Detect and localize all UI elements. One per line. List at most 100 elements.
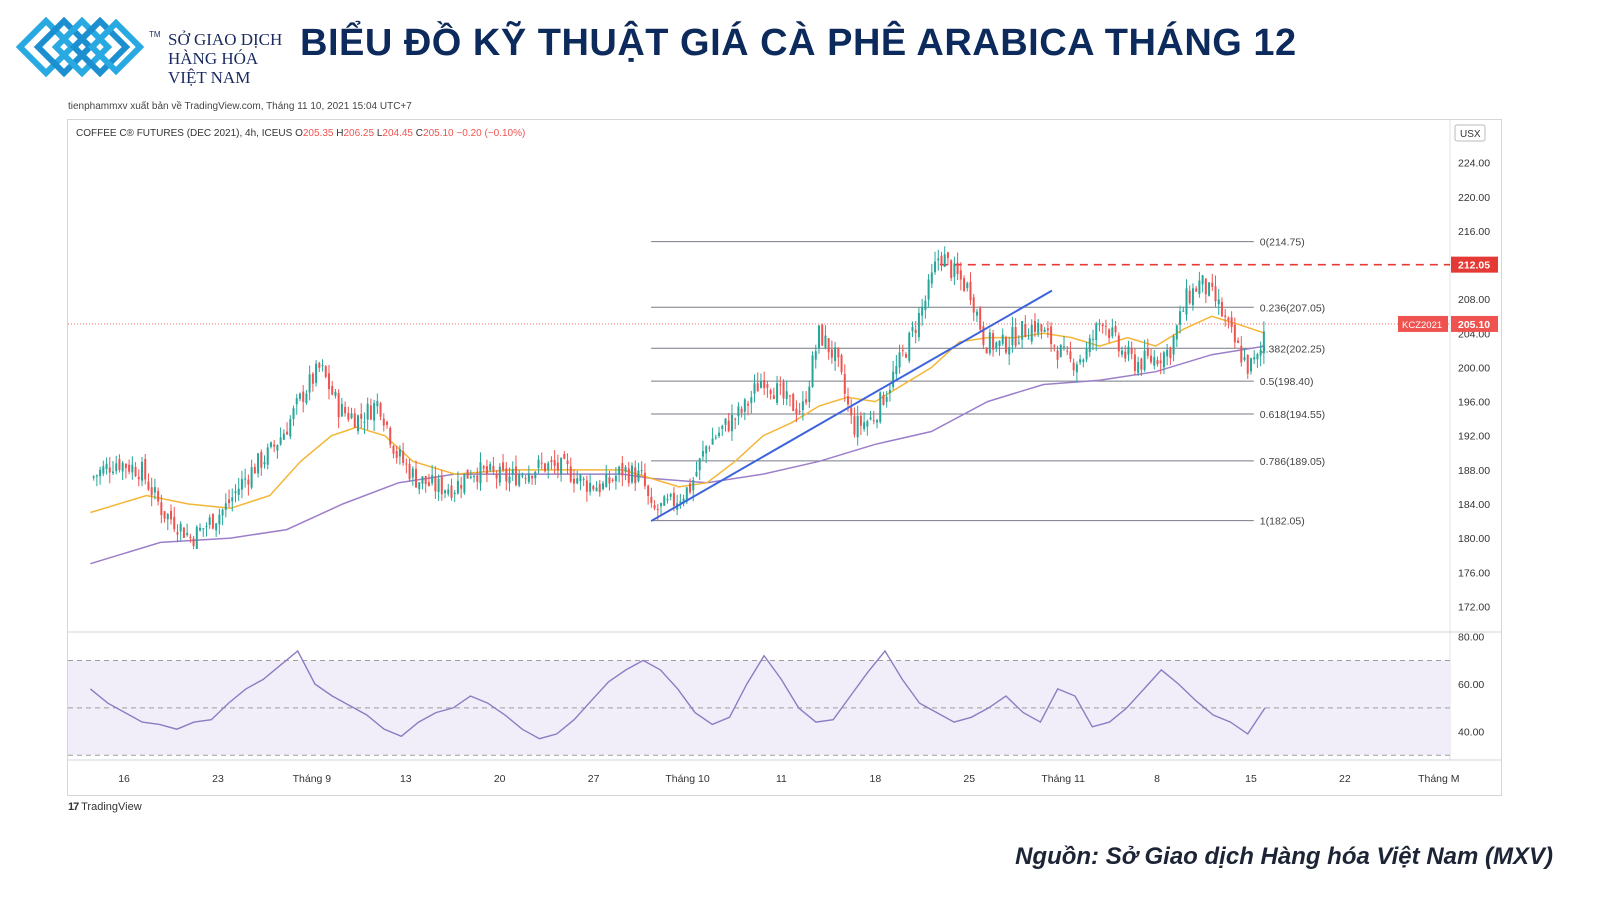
candle-body <box>595 487 598 492</box>
candle-body <box>431 475 434 484</box>
candle-body <box>1095 323 1098 340</box>
price-chart[interactable]: 0(214.75) 0.236(207.05) 0.382(202.25) 0.5(1… <box>68 120 1501 795</box>
candle-body <box>518 474 521 486</box>
candle-body <box>966 282 969 289</box>
candle-body <box>192 538 195 546</box>
fib-level-label: 0.618(194.55) <box>1260 409 1325 421</box>
candle-body <box>1240 345 1243 363</box>
candle-body <box>453 492 456 495</box>
rsi-band-fill <box>68 660 1450 756</box>
candle-body <box>1150 355 1153 363</box>
candle-body <box>1159 360 1162 364</box>
candle-body <box>1117 335 1120 352</box>
candle-body <box>734 418 737 420</box>
x-tick-label: Tháng 10 <box>665 773 710 785</box>
candle-body <box>115 463 118 472</box>
candle-body <box>1198 280 1201 294</box>
symbol-tag-label: KCZ2021 <box>1402 320 1442 331</box>
candle-body <box>505 468 508 482</box>
candle-body <box>186 533 189 536</box>
fib-level-label: 0(214.75) <box>1260 237 1305 249</box>
candle-body <box>440 476 443 495</box>
candle-body <box>705 446 708 454</box>
x-tick-label: 13 <box>400 773 412 785</box>
currency-label: USX <box>1460 129 1481 140</box>
candle-body <box>353 413 356 428</box>
candle-body <box>708 447 711 449</box>
candle-body <box>924 300 927 311</box>
candle-body <box>1220 301 1223 317</box>
support-trendline <box>650 289 1053 522</box>
candle-body <box>901 350 904 352</box>
tradingview-brand: 17 TradingView <box>68 801 142 813</box>
symbol-tag <box>1398 315 1448 332</box>
candle-body <box>1062 346 1065 348</box>
candle-body <box>653 505 656 509</box>
candle-body <box>489 464 492 471</box>
candle-body <box>701 450 704 457</box>
candle-body <box>540 462 543 464</box>
candle-body <box>727 420 730 432</box>
legend-symbol: COFFEE C® FUTURES (DEC 2021), 4h, ICEUS <box>76 128 295 139</box>
candle-body <box>1075 364 1078 373</box>
candle-body <box>437 478 440 493</box>
candle-body <box>321 365 324 367</box>
candle-body <box>282 433 285 440</box>
candle-body <box>801 401 804 410</box>
candle-body <box>408 463 411 480</box>
candle-body <box>1046 328 1049 331</box>
x-tick-label: 20 <box>494 773 506 785</box>
candle-body <box>466 469 469 479</box>
candle-body <box>273 444 276 447</box>
candle-body <box>863 422 866 429</box>
candle-body <box>302 391 305 402</box>
candle-body <box>1211 282 1214 287</box>
candle-body <box>334 391 337 396</box>
candle-body <box>917 312 920 338</box>
candle-body <box>128 464 131 472</box>
logo-line-2: HÀNG HÓA <box>168 49 259 68</box>
candle-body <box>721 425 724 429</box>
candle-body <box>711 438 714 445</box>
candle-body <box>643 472 646 487</box>
candle-body <box>611 479 614 481</box>
candle-body <box>495 473 498 479</box>
candle-body <box>479 462 482 484</box>
candle-body <box>118 459 121 470</box>
candle-body <box>1098 323 1101 325</box>
candle-body <box>189 536 192 538</box>
candle-body <box>131 464 134 473</box>
candle-body <box>521 475 524 477</box>
candle-body <box>650 496 653 503</box>
candle-body <box>298 393 301 399</box>
candle-body <box>382 418 385 426</box>
candle-body <box>157 491 160 502</box>
candle-body <box>1008 347 1011 355</box>
candle-body <box>969 281 972 301</box>
x-tick-label: Tháng 11 <box>1041 773 1085 785</box>
candle-body <box>369 405 372 420</box>
candle-body <box>892 371 895 388</box>
candle-body <box>592 486 595 490</box>
candle-body <box>147 481 150 490</box>
legend-h-value: 206.25 <box>343 128 376 139</box>
moving-averages-group <box>90 315 1266 565</box>
candle-body <box>585 480 588 492</box>
candle-body <box>814 351 817 360</box>
candle-body <box>1021 320 1024 340</box>
candle-body <box>295 398 298 405</box>
y-tick-label: 184.00 <box>1458 499 1490 511</box>
candle-body <box>885 396 888 402</box>
candle-body <box>1056 350 1059 360</box>
candle-body <box>1069 351 1072 359</box>
candle-body <box>485 466 488 474</box>
candle-body <box>460 484 463 489</box>
x-tick-label: 16 <box>118 773 130 785</box>
candle-body <box>959 270 962 280</box>
candle-body <box>792 393 795 412</box>
candle-body <box>763 380 766 389</box>
candle-body <box>102 466 105 474</box>
legend-group: COFFEE C® FUTURES (DEC 2021), 4h, ICEUS … <box>76 128 525 139</box>
candle-body <box>1185 288 1188 315</box>
candle-body <box>1092 338 1095 340</box>
